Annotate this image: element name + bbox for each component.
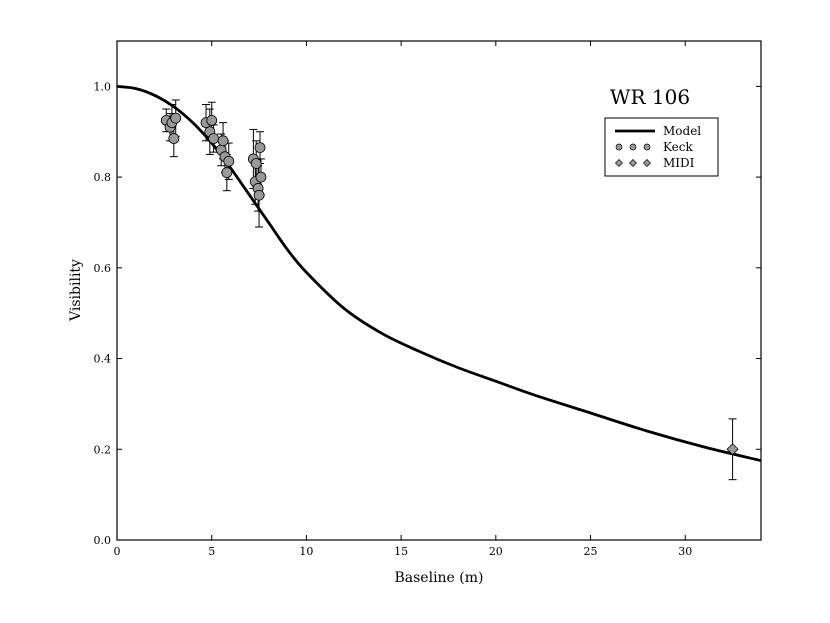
legend-keck-swatch <box>615 143 623 151</box>
keck-point <box>168 133 180 144</box>
frame-layer <box>116 40 762 541</box>
plot-frame <box>116 40 762 541</box>
legend-midi-swatch <box>615 159 623 167</box>
y-tick-label: 0.2 <box>94 443 112 456</box>
y-tick-label: 0.6 <box>94 262 112 275</box>
legend-keck-swatch <box>629 143 637 151</box>
x-tick-label: 25 <box>584 545 598 558</box>
y-tick-label: 0.8 <box>94 171 112 184</box>
legend-midi-label: MIDI <box>663 156 695 170</box>
keck-point <box>255 171 267 183</box>
x-tick-label: 15 <box>394 545 408 558</box>
y-tick-label: 0.0 <box>94 534 112 547</box>
x-tick-label: 10 <box>299 545 313 558</box>
legend-midi-swatch <box>629 159 637 167</box>
keck-point <box>253 189 265 201</box>
chart-title: WR 106 <box>610 85 690 109</box>
legend: Model Keck MIDI <box>604 117 719 177</box>
model-curve <box>117 84 761 462</box>
keck-point <box>206 114 218 126</box>
keck-point <box>250 158 262 169</box>
x-tick-label: 20 <box>489 545 503 558</box>
data-layer <box>117 84 761 481</box>
legend-midi-swatch <box>643 159 651 167</box>
legend-keck-swatch <box>643 143 651 151</box>
x-tick-label: 30 <box>678 545 692 558</box>
keck-point <box>254 142 266 154</box>
keck-point <box>170 112 182 124</box>
keck-point <box>208 133 220 144</box>
y-axis-title: Visibility <box>68 259 84 322</box>
keck-point <box>223 155 235 167</box>
axes-layer: 0 5 10 15 20 25 30 0.0 0.2 0.4 0.6 0.8 1.0 <box>94 41 761 558</box>
x-axis-title: Baseline (m) <box>394 570 483 586</box>
y-tick-label: 1.0 <box>94 80 112 93</box>
legend-box <box>604 117 719 177</box>
keck-point <box>217 135 229 147</box>
midi-point <box>726 443 739 456</box>
legend-keck-label: Keck <box>663 140 693 154</box>
legend-model-label: Model <box>663 124 701 138</box>
x-tick-label: 0 <box>114 545 121 558</box>
y-tick-label: 0.4 <box>94 353 112 366</box>
plot-area <box>117 84 761 481</box>
keck-point <box>221 167 233 178</box>
x-tick-label: 5 <box>208 545 215 558</box>
